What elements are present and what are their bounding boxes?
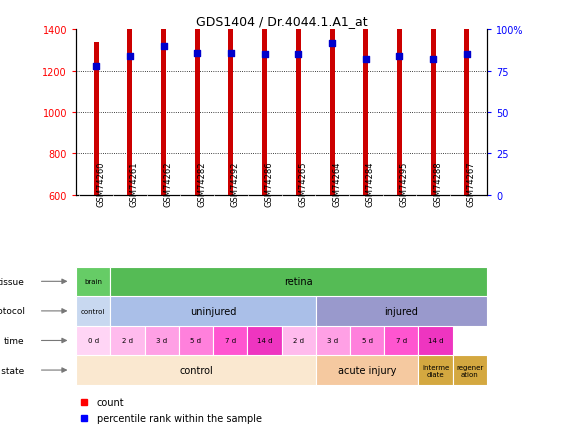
Bar [431, 11, 436, 195]
Text: GSM74265: GSM74265 [298, 161, 307, 206]
Bar [213, 326, 247, 355]
Bar [431, 135, 436, 319]
Text: interme
diate: interme diate [422, 364, 449, 377]
Bar [110, 296, 316, 326]
Text: injured: injured [385, 306, 418, 316]
Bar [247, 326, 282, 355]
Text: GSM74288: GSM74288 [433, 161, 442, 206]
Bar [316, 355, 418, 385]
Bar [161, 0, 166, 195]
Bar [145, 326, 179, 355]
Text: 7 d: 7 d [396, 338, 407, 344]
Point [428, 56, 437, 63]
Bar [418, 355, 453, 385]
Text: control: control [179, 365, 213, 375]
Text: protocol: protocol [0, 307, 25, 316]
Title: GDS1404 / Dr.4044.1.A1_at: GDS1404 / Dr.4044.1.A1_at [196, 15, 367, 28]
Bar [229, 0, 234, 195]
Point [328, 40, 337, 47]
Bar [76, 355, 316, 385]
Text: GSM74295: GSM74295 [399, 161, 408, 206]
Bar [161, 61, 166, 319]
Text: retina: retina [284, 277, 313, 286]
Point [294, 52, 303, 59]
Bar [93, 166, 99, 319]
Bar [453, 355, 487, 385]
Bar [179, 326, 213, 355]
Text: disease state: disease state [0, 366, 25, 375]
Bar [464, 0, 470, 195]
Text: 3 d: 3 d [327, 338, 338, 344]
Text: tissue: tissue [0, 277, 25, 286]
Text: GSM74262: GSM74262 [164, 161, 173, 206]
Bar [350, 326, 384, 355]
Text: 5 d: 5 d [190, 338, 202, 344]
Text: 14 d: 14 d [257, 338, 272, 344]
Point [226, 50, 235, 57]
Bar [229, 82, 234, 319]
Bar [76, 296, 110, 326]
Text: 5 d: 5 d [361, 338, 373, 344]
Bar [329, 0, 334, 195]
Bar [329, 49, 334, 319]
Text: GSM74264: GSM74264 [332, 161, 341, 206]
Bar [282, 326, 316, 355]
Point [260, 52, 269, 59]
Bar [296, 107, 301, 319]
Bar [418, 326, 453, 355]
Bar [262, 0, 267, 195]
Text: 2 d: 2 d [122, 338, 133, 344]
Bar [76, 326, 110, 355]
Bar [316, 296, 487, 326]
Bar [93, 43, 99, 195]
Text: 2 d: 2 d [293, 338, 304, 344]
Bar [363, 17, 368, 195]
Bar [363, 141, 368, 319]
Text: GSM74260: GSM74260 [96, 161, 105, 206]
Text: count: count [97, 397, 124, 407]
Text: GSM74282: GSM74282 [197, 161, 206, 206]
Text: 0 d: 0 d [88, 338, 99, 344]
Point [92, 63, 101, 70]
Text: GSM74286: GSM74286 [265, 161, 274, 206]
Bar [464, 120, 470, 319]
Text: acute injury: acute injury [338, 365, 396, 375]
Text: 14 d: 14 d [428, 338, 444, 344]
Bar [316, 326, 350, 355]
Bar [110, 326, 145, 355]
Text: percentile rank within the sample: percentile rank within the sample [97, 413, 262, 423]
Text: 3 d: 3 d [156, 338, 167, 344]
Text: time: time [4, 336, 25, 345]
Bar [195, 105, 200, 319]
Bar [76, 267, 110, 296]
Point [126, 53, 135, 60]
Text: GSM74267: GSM74267 [467, 161, 476, 206]
Bar [195, 0, 200, 195]
Bar [262, 94, 267, 319]
Bar [296, 0, 301, 195]
Text: control: control [81, 308, 105, 314]
Bar [397, 0, 402, 195]
Point [361, 56, 370, 63]
Text: 7 d: 7 d [225, 338, 236, 344]
Text: GSM74261: GSM74261 [130, 161, 139, 206]
Point [462, 52, 471, 59]
Point [159, 43, 168, 50]
Text: regener
ation: regener ation [456, 364, 484, 377]
Bar [127, 113, 132, 319]
Text: GSM74284: GSM74284 [366, 161, 375, 206]
Text: uninjured: uninjured [190, 306, 236, 316]
Point [193, 50, 202, 57]
Bar [384, 326, 418, 355]
Bar [397, 105, 402, 319]
Text: brain: brain [84, 279, 102, 285]
Bar [127, 0, 132, 195]
Point [395, 53, 404, 60]
Text: GSM74292: GSM74292 [231, 161, 240, 206]
